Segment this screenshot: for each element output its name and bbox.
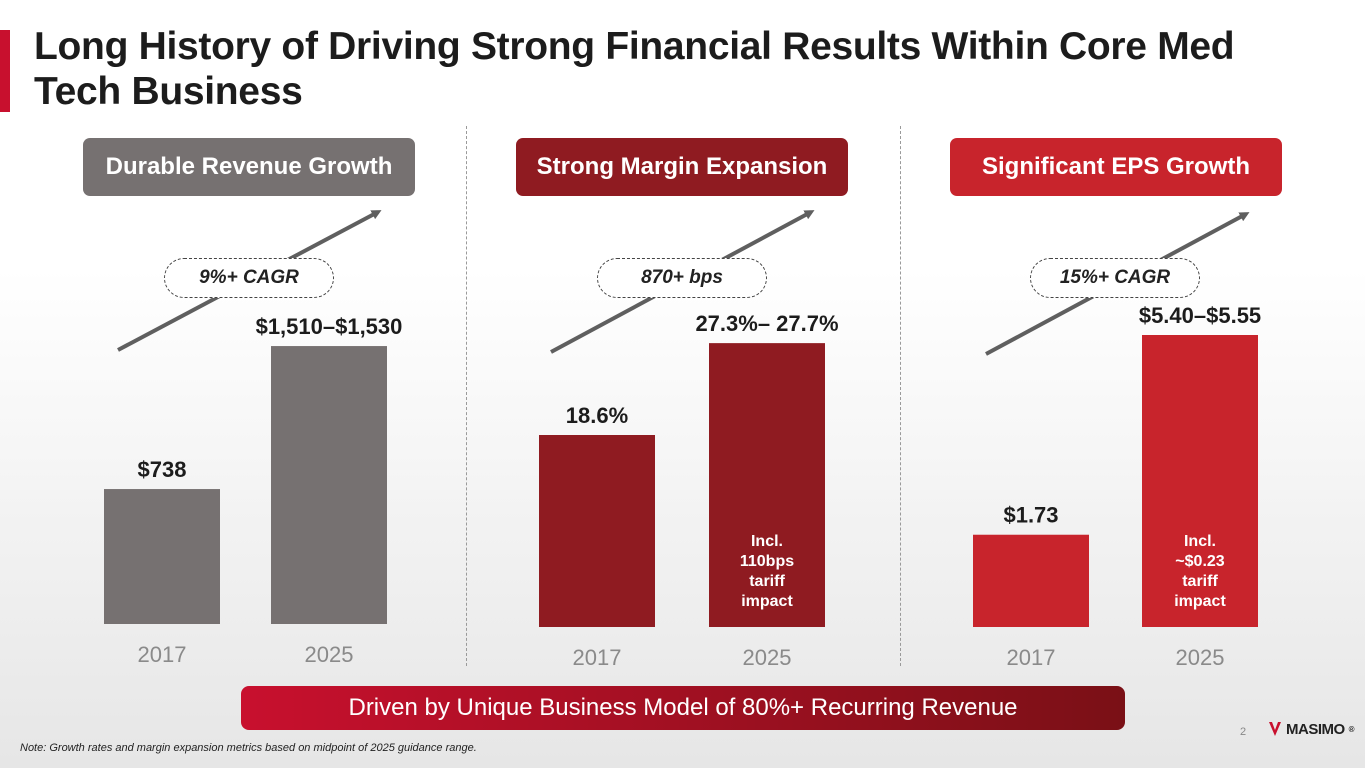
panel-header-revenue: Durable Revenue Growth [83,138,415,196]
value-label-revenue-2025: $1,510–$1,530 [256,314,403,339]
page-title: Long History of Driving Strong Financial… [34,25,1235,113]
panel-divider-1 [466,126,467,666]
category-label-revenue-2017: 2017 [138,642,187,667]
value-label-margin-2017: 18.6% [566,403,628,428]
panel-header-margin: Strong Margin Expansion [516,138,848,196]
value-label-eps-2017: $1.73 [1003,503,1058,528]
bar-margin-2017 [539,435,655,627]
value-label-revenue-2017: $738 [138,457,187,482]
category-label-margin-2017: 2017 [573,645,622,670]
panel-header-eps: Significant EPS Growth [950,138,1282,196]
bps-badge-margin: 870+ bps [597,258,767,298]
category-label-margin-2025: 2025 [743,645,792,670]
cagr-badge-revenue: 9%+ CAGR [164,258,334,298]
logo-registered-mark: ® [1348,724,1355,734]
category-label-revenue-2025: 2025 [305,642,354,667]
value-label-margin-2025: 27.3%– 27.7% [695,311,838,336]
bar-revenue-2025 [271,346,387,624]
page-number: 2 [1240,726,1247,738]
bar-eps-2025 [1142,335,1258,627]
category-label-eps-2025: 2025 [1176,645,1225,670]
tariff-note-margin: Incl. 110bps tariff impact [739,533,795,610]
tariff-note-eps: Incl. ~$0.23 tariff impact [1174,533,1226,610]
panel-divider-2 [900,126,901,666]
masimo-logo-icon [1269,722,1281,736]
masimo-logo: MASIMO ® [1268,720,1355,738]
bar-margin-2025 [709,343,825,627]
value-label-eps-2025: $5.40–$5.55 [1139,303,1261,328]
footnote: Note: Growth rates and margin expansion … [20,742,477,754]
bar-revenue-2017 [104,489,220,624]
cagr-badge-eps: 15%+ CAGR [1030,258,1200,298]
title-accent-bar [0,30,10,112]
bar-eps-2017 [973,534,1089,627]
logo-text: MASIMO [1286,720,1345,738]
category-label-eps-2017: 2017 [1007,645,1056,670]
recurring-revenue-banner: Driven by Unique Business Model of 80%+ … [241,686,1125,730]
